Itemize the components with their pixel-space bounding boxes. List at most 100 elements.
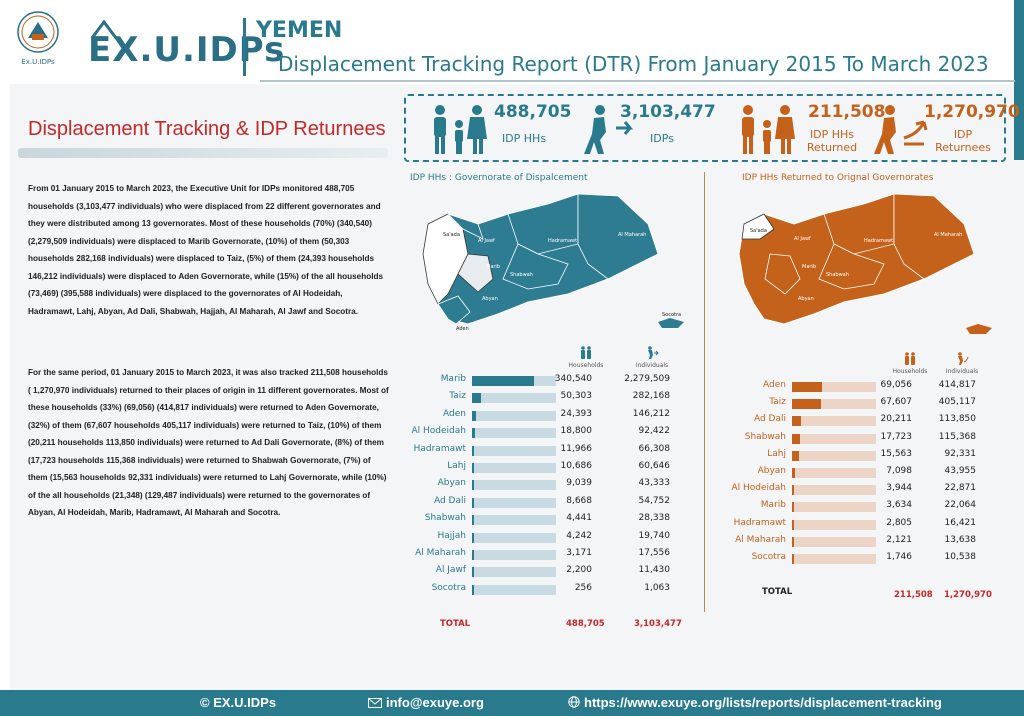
returns-category-label: Marib xyxy=(760,500,786,511)
returns-bar-row: Taiz 67,607 405,117 xyxy=(728,397,1008,411)
footer-email-group[interactable]: info@exuye.org xyxy=(368,695,484,710)
right-col-individuals-header: Individuals xyxy=(942,352,982,375)
displacement-category-label: Hajjah xyxy=(437,530,466,541)
right-col-households-label: Households xyxy=(892,368,928,375)
footer-brand: © EX.U.IDPs xyxy=(200,695,277,710)
returns-bar-row: Ad Dali 20,211 113,850 xyxy=(728,414,1008,428)
left-total-label: TOTAL xyxy=(440,619,471,629)
returns-bar-track xyxy=(792,382,876,392)
kpi-idps-value: 3,103,477 xyxy=(620,102,716,122)
displacement-bar xyxy=(472,497,474,508)
kpi-idps-label: IDPs xyxy=(650,132,674,145)
displacement-category-label: Taiz xyxy=(449,391,466,402)
displacement-individuals-value: 54,752 xyxy=(638,495,671,506)
right-col-households-header: Households xyxy=(890,352,930,375)
map-right-label-al-jawf: Al Jawf xyxy=(794,236,811,242)
map-left-label-al-maharah: Al Maharah xyxy=(618,232,646,238)
displacement-households-value: 3,171 xyxy=(566,548,592,558)
returns-category-label: Lahj xyxy=(767,448,786,459)
displacement-bar xyxy=(472,584,474,595)
returns-households-value: 69,056 xyxy=(880,380,913,390)
family-icon xyxy=(434,105,487,154)
walking-arrow-icon xyxy=(584,105,634,154)
returns-bar-row: Aden 69,056 414,817 xyxy=(728,380,1008,394)
kpi-idp-returnees: 1,270,970 IDP Returnees xyxy=(874,98,1020,160)
return-arrow-icon xyxy=(874,105,928,154)
report-title: Displacement Tracking Report (DTR) From … xyxy=(278,52,989,76)
displacement-bar xyxy=(472,393,482,404)
left-frame xyxy=(0,84,10,690)
right-total-households: 211,508 xyxy=(894,590,933,600)
displacement-individuals-value: 17,556 xyxy=(638,548,671,558)
returns-households-value: 20,211 xyxy=(880,414,913,425)
displacement-households-value: 11,966 xyxy=(560,443,593,454)
displacement-bar-row: Aden 24,393 146,212 xyxy=(408,409,698,423)
returns-individuals-value: 22,064 xyxy=(944,500,977,511)
left-col-households-header: Households xyxy=(566,346,606,369)
displacement-bar-track xyxy=(472,550,556,560)
returns-households-value: 67,607 xyxy=(880,397,913,408)
right-total-individuals: 1,270,970 xyxy=(944,590,992,600)
displacement-bar-track xyxy=(472,497,556,508)
map-left-label-al-jawf: Al Jawf xyxy=(478,238,495,244)
displacement-bar-row: Hajjah 4,242 19,740 xyxy=(408,531,698,545)
displacement-bar-track xyxy=(472,463,556,473)
displacement-category-label: Marib xyxy=(440,374,466,384)
displacement-bar xyxy=(472,515,474,526)
returns-category-label: Aden xyxy=(763,380,786,390)
map-left-label-hadramawt: Hadramawt xyxy=(548,238,577,244)
kpi-strip xyxy=(404,94,1006,162)
returns-category-label: Ad Dali xyxy=(753,414,786,425)
displacement-individuals-value: 92,422 xyxy=(638,426,671,437)
footer-bar: © EX.U.IDPs info@exuye.org https://www.e… xyxy=(0,690,1024,716)
email-icon xyxy=(368,698,382,708)
returns-individuals-value: 22,871 xyxy=(944,483,977,494)
displacement-households-value: 4,242 xyxy=(566,530,592,541)
displacement-category-label: Ad Dali xyxy=(433,495,466,506)
displacement-individuals-value: 19,740 xyxy=(638,530,671,541)
displacement-bar-track xyxy=(472,532,556,543)
displacement-households-value: 50,303 xyxy=(560,391,593,402)
displacement-category-label: Shabwah xyxy=(424,513,466,524)
kpi-idp-hhs-returned: 211,508 IDP HHs Returned xyxy=(738,98,885,160)
displacement-category-label: Aden xyxy=(443,408,466,419)
column-divider xyxy=(704,172,705,612)
returns-individuals-value: 113,850 xyxy=(938,414,976,425)
returns-category-label: Al Hodeidah xyxy=(731,483,786,494)
right-accent-bar xyxy=(1014,0,1024,160)
household-returned-icon xyxy=(905,352,915,365)
map-left-title: IDP HHs : Governorate of Dispalcement xyxy=(410,173,588,183)
returns-households-value: 15,563 xyxy=(880,448,913,459)
header-divider xyxy=(243,18,246,76)
country-title: YEMEN xyxy=(256,18,343,43)
logo-text: EX.U.IDPs xyxy=(88,30,286,70)
returns-bar-track xyxy=(792,416,876,427)
left-total-households: 488,705 xyxy=(566,619,605,629)
displacement-bar xyxy=(472,532,474,543)
returns-households-value: 2,121 xyxy=(886,534,912,545)
seal-logo: Ex.U.IDPs xyxy=(14,8,62,72)
displacement-households-value: 10,686 xyxy=(560,461,593,471)
returns-bar-track xyxy=(792,519,876,530)
displacement-individuals-value: 28,338 xyxy=(638,513,671,524)
displacement-individuals-value: 1,063 xyxy=(644,582,670,593)
returns-bar-row: Shabwah 17,723 115,368 xyxy=(728,432,1008,446)
map-left-label-saada: Sa'ada xyxy=(443,232,460,238)
displacement-bar-track xyxy=(472,428,556,439)
returns-bar xyxy=(792,502,794,513)
kpi-idp-returnees-label: IDP Returnees xyxy=(935,128,991,154)
right-col-individuals-label: Individuals xyxy=(945,368,979,375)
returnee-icon xyxy=(958,352,969,365)
section-title: Displacement Tracking & IDP Returnees xyxy=(28,118,386,140)
roof-icon xyxy=(90,19,118,39)
returns-category-label: Socotra xyxy=(751,552,786,562)
displacement-bar-row: Abyan 9,039 43,333 xyxy=(408,478,698,492)
returns-households-value: 3,944 xyxy=(886,483,912,494)
displacement-households-value: 256 xyxy=(574,582,592,593)
returns-households-value: 2,805 xyxy=(886,517,912,528)
footer-email[interactable]: info@exuye.org xyxy=(386,695,484,710)
footer-url-group[interactable]: https://www.exuye.org/lists/reports/disp… xyxy=(568,695,942,710)
displacement-category-label: Socotra xyxy=(431,582,466,593)
returns-bar-track xyxy=(792,502,876,513)
footer-url[interactable]: https://www.exuye.org/lists/reports/disp… xyxy=(584,695,942,710)
